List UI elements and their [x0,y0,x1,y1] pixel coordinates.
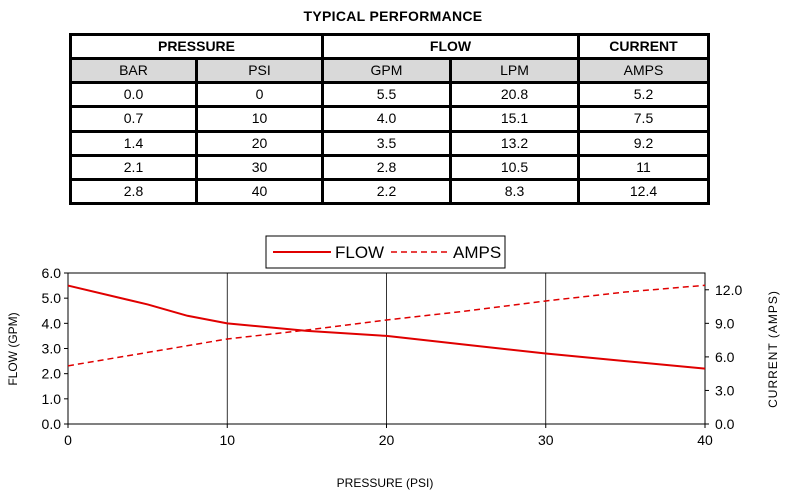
chart-legend: FLOW AMPS [265,235,506,269]
unit-header-lpm: LPM [449,57,580,85]
y-left-tick-label: 3.0 [42,341,62,357]
y-axis-left-label: FLOW (GPM) [6,312,20,385]
x-tick-label: 20 [379,432,395,448]
table-cell: 9.2 [577,129,710,157]
table-cell: 0.0 [69,81,198,109]
table-cell: 1.4 [69,129,198,157]
table-cell: 0 [195,81,324,109]
x-tick-label: 0 [64,432,72,448]
table-cell: 3.5 [321,129,452,157]
table-cell: 20.8 [449,81,580,109]
y-left-tick-label: 2.0 [42,366,62,382]
table-cell: 4.0 [321,105,452,133]
x-axis-label: PRESSURE (PSI) [337,476,434,490]
y-left-tick-label: 5.0 [42,290,62,306]
performance-table: PRESSURE FLOW CURRENT BAR PSI GPM LPM AM… [69,32,710,206]
unit-header-psi: PSI [195,57,324,85]
y-right-tick-label: 12.0 [715,282,742,298]
unit-header-amps: AMPS [577,57,710,85]
table-cell: 40 [195,177,324,206]
unit-header-bar: BAR [69,57,198,85]
table-cell: 2.8 [69,177,198,206]
performance-chart: 0 10 20 30 400.01.02.03.04.05.06.00.03.06.09… [6,235,780,490]
table-cell: 2.2 [321,177,452,206]
chart-grid [226,273,547,424]
flow-series-line [67,284,706,370]
y-right-tick-label: 9.0 [715,315,735,331]
y-right-tick-label: 3.0 [715,382,735,398]
legend-flow-label: FLOW [335,243,384,262]
group-header-current: CURRENT [577,32,710,61]
table-cell: 0.7 [69,105,198,133]
y-right-tick-label: 0.0 [715,416,735,432]
amps-series-line [67,284,706,367]
x-tick-label: 30 [538,432,554,448]
table-cell: 13.2 [449,129,580,157]
table-cell: 20 [195,129,324,157]
table-cell: 15.1 [449,105,580,133]
table-cell: 2.8 [321,153,452,181]
unit-header-gpm: GPM [321,57,452,85]
table-cell: 10 [195,105,324,133]
y-left-tick-label: 0.0 [42,416,62,432]
y-axis-right-label: CURRENT (AMPS) [766,290,780,408]
legend-amps-label: AMPS [453,243,501,262]
y-right-tick-label: 6.0 [715,349,735,365]
y-left-tick-label: 6.0 [42,265,62,281]
table-cell: 12.4 [577,177,710,206]
table-cell: 5.5 [321,81,452,109]
table-cell: 10.5 [449,153,580,181]
group-header-flow: FLOW [321,32,580,61]
x-tick-label: 40 [697,432,713,448]
chart-ticks: 0 10 20 30 400.01.02.03.04.05.06.00.03.06.09… [42,265,743,448]
x-tick-label: 10 [219,432,235,448]
unit-header-row: BAR PSI GPM LPM AMPS [69,57,710,85]
table-cell: 30 [195,153,324,181]
table-row: 0.0 0 5.5 20.8 5.2 [69,81,710,109]
y-left-tick-label: 1.0 [42,391,62,407]
y-left-tick-label: 4.0 [42,315,62,331]
table-row: 1.4 20 3.5 13.2 9.2 [69,129,710,157]
table-cell: 11 [577,153,710,181]
table-cell: 7.5 [577,105,710,133]
table-row: 2.8 40 2.2 8.3 12.4 [69,177,710,206]
table-cell: 5.2 [577,81,710,109]
table-cell: 8.3 [449,177,580,206]
chart-series [67,284,706,370]
group-header-pressure: PRESSURE [69,32,324,61]
table-title: TYPICAL PERFORMANCE [303,8,483,24]
table-cell: 2.1 [69,153,198,181]
group-header-row: PRESSURE FLOW CURRENT [69,32,710,61]
table-row: 2.1 30 2.8 10.5 11 [69,153,710,181]
table-row: 0.7 10 4.0 15.1 7.5 [69,105,710,133]
